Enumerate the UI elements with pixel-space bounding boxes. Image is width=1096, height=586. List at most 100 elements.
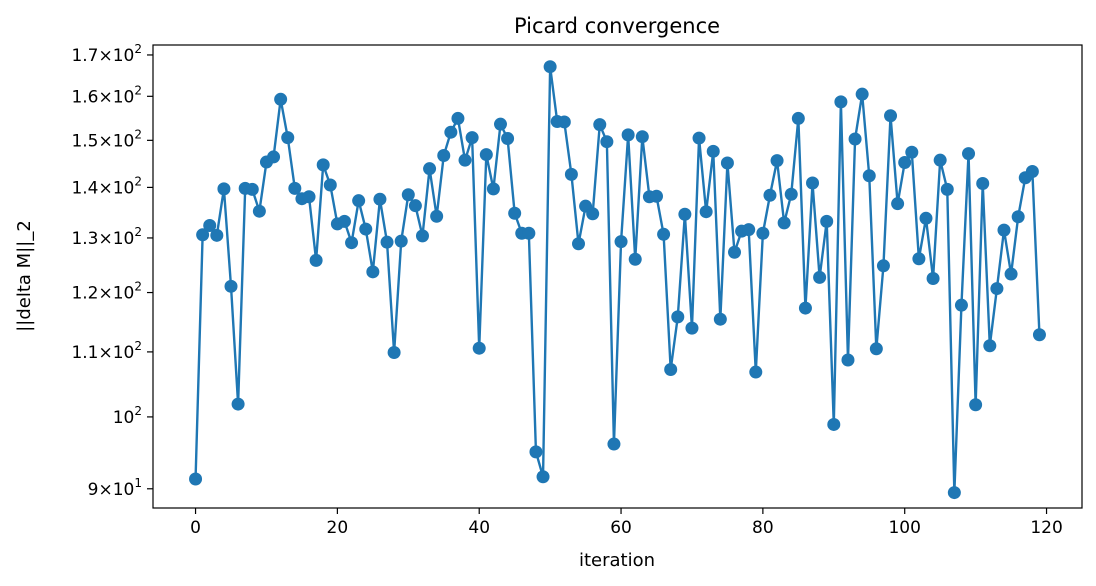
y-tick-label: 1.3×102 [71,225,142,249]
data-point [536,470,550,484]
data-point [572,237,585,251]
x-tick-label: 20 [327,518,349,538]
y-tick-label: 1.2×102 [71,280,142,304]
data-point [430,209,444,223]
data-point [628,252,642,266]
data-point [997,223,1011,237]
data-point [203,218,217,232]
data-point [742,223,756,237]
data-point [749,365,763,379]
data-point [813,270,827,284]
x-tick-label: 60 [610,518,632,538]
data-point [359,222,373,236]
data-point [770,154,784,168]
x-tick-label: 40 [468,518,490,538]
data-point [267,150,281,164]
data-point [529,445,543,459]
data-point [855,87,869,101]
data-point [593,118,607,132]
data-point [827,417,841,431]
data-point [345,236,359,250]
data-point [720,156,734,170]
data-point [274,92,288,106]
data-point [465,131,479,145]
data-point [352,194,366,208]
data-point [217,182,231,196]
y-tick-label: 1.7×102 [71,42,142,66]
plot-area [189,60,1046,500]
data-point [898,156,912,170]
data-point [380,235,394,249]
data-point [302,190,316,204]
data-point [692,131,706,145]
x-tick-label: 80 [752,518,774,538]
data-point [657,227,671,241]
x-axis-label: iteration [579,550,655,571]
data-point [841,353,855,367]
data-point [933,153,947,167]
data-point [458,153,472,167]
data-point [189,472,203,486]
data-point [323,178,337,192]
data-point [891,197,905,211]
data-point [990,282,1004,296]
data-point [231,397,245,411]
data-point [664,362,678,376]
data-point [621,128,635,142]
data-point [869,342,883,356]
x-tick-label: 120 [1030,518,1062,538]
data-point [564,167,578,181]
data-point [366,265,380,279]
y-tick-label: 9×101 [88,476,142,500]
data-point [699,205,713,219]
data-point [983,339,997,353]
data-point [954,298,968,312]
data-point [1025,165,1039,179]
data-point [1011,210,1025,224]
data-point [373,192,387,206]
data-point [451,111,465,125]
data-point [501,132,515,146]
data-point [947,486,961,500]
data-point [408,199,422,213]
data-point [756,226,770,240]
y-tick-label: 102 [113,404,142,428]
data-point [224,279,238,293]
data-point [394,234,408,248]
data-point [1004,267,1018,281]
data-point [962,147,976,161]
chart-title: Picard convergence [514,14,720,38]
data-point [337,214,351,228]
x-tick-label: 100 [888,518,920,538]
data-point [1032,328,1046,342]
data-point [486,182,500,196]
data-point [848,132,862,146]
data-point [423,162,437,176]
data-point [685,321,699,335]
data-point [763,188,777,202]
x-tick-label: 0 [190,518,201,538]
data-point [834,95,848,109]
data-point [479,148,493,162]
data-point [784,187,798,201]
data-point [777,216,791,230]
data-point [281,131,295,145]
y-tick-label: 1.5×102 [71,127,142,151]
data-point [252,204,266,218]
data-point [316,158,330,172]
data-point [196,228,210,242]
data-point [586,207,600,221]
data-point [926,271,940,285]
data-point [650,189,663,203]
data-point [806,176,820,190]
data-point [876,259,890,273]
data-point [820,214,834,228]
data-point [798,301,812,315]
data-point [472,341,486,355]
data-point [706,144,720,158]
axes-frame [152,44,1083,509]
data-point [600,135,614,149]
data-point [976,177,990,191]
data-point [387,346,401,360]
